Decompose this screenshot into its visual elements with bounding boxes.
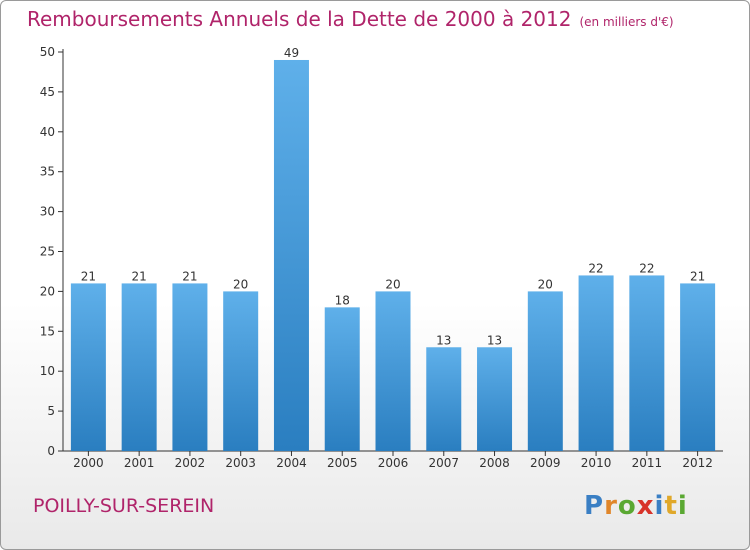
logo-letter: P <box>584 491 605 521</box>
x-tick-label: 2003 <box>225 456 256 470</box>
bar <box>70 283 106 451</box>
bar <box>680 283 716 451</box>
y-tick-label: 15 <box>40 324 55 338</box>
y-tick-label: 30 <box>40 205 55 219</box>
bar-value-label: 20 <box>385 277 400 291</box>
bar <box>629 275 665 451</box>
logo-letter: x <box>636 491 655 521</box>
bar-value-label: 18 <box>335 293 350 307</box>
logo-letter: r <box>604 491 618 521</box>
x-tick-label: 2004 <box>276 456 307 470</box>
x-tick-label: 2011 <box>632 456 663 470</box>
y-tick-label: 50 <box>40 45 55 59</box>
bar-value-label: 49 <box>284 46 299 60</box>
bar-value-label: 13 <box>487 333 502 347</box>
bar <box>527 291 563 451</box>
bar-value-label: 22 <box>588 261 603 275</box>
y-tick-label: 45 <box>40 85 55 99</box>
bar <box>273 59 309 451</box>
bar-value-label: 21 <box>182 269 197 283</box>
bar-value-label: 13 <box>436 333 451 347</box>
bar-value-label: 21 <box>81 269 96 283</box>
bar <box>578 275 614 451</box>
x-tick-label: 2002 <box>175 456 206 470</box>
bar <box>375 291 411 451</box>
bar <box>426 347 462 451</box>
bar <box>121 283 157 451</box>
bar-value-label: 21 <box>690 269 705 283</box>
x-tick-label: 2006 <box>378 456 409 470</box>
bar <box>223 291 259 451</box>
bar-value-label: 20 <box>233 277 248 291</box>
logo-letter: o <box>617 491 637 521</box>
chart-subtitle: (en milliers d'€) <box>579 15 674 29</box>
bar-value-label: 22 <box>639 261 654 275</box>
bar <box>477 347 513 451</box>
bar-value-label: 20 <box>538 277 553 291</box>
chart-title-main: Remboursements Annuels de la Dette de 20… <box>27 7 572 31</box>
y-tick-label: 10 <box>40 364 55 378</box>
y-tick-label: 20 <box>40 284 55 298</box>
chart-title: Remboursements Annuels de la Dette de 20… <box>27 7 674 31</box>
x-tick-label: 2000 <box>73 456 104 470</box>
x-tick-label: 2008 <box>479 456 510 470</box>
y-tick-label: 35 <box>40 165 55 179</box>
bar <box>172 283 208 451</box>
bar-value-label: 21 <box>132 269 147 283</box>
x-tick-label: 2012 <box>682 456 713 470</box>
commune-name: POILLY-SUR-SEREIN <box>33 495 215 517</box>
logo-letter: i <box>654 491 665 521</box>
x-tick-label: 2007 <box>428 456 459 470</box>
y-tick-label: 25 <box>40 245 55 259</box>
bar <box>324 307 360 451</box>
logo-letter: i <box>677 491 688 521</box>
x-tick-label: 2005 <box>327 456 358 470</box>
x-tick-label: 2010 <box>581 456 612 470</box>
x-tick-label: 2001 <box>124 456 155 470</box>
y-tick-label: 5 <box>47 404 55 418</box>
y-tick-label: 0 <box>47 444 55 458</box>
y-tick-label: 40 <box>40 125 55 139</box>
x-tick-label: 2009 <box>530 456 561 470</box>
proxiti-logo[interactable]: Proxiti <box>584 491 688 521</box>
logo-letter: t <box>664 491 678 521</box>
